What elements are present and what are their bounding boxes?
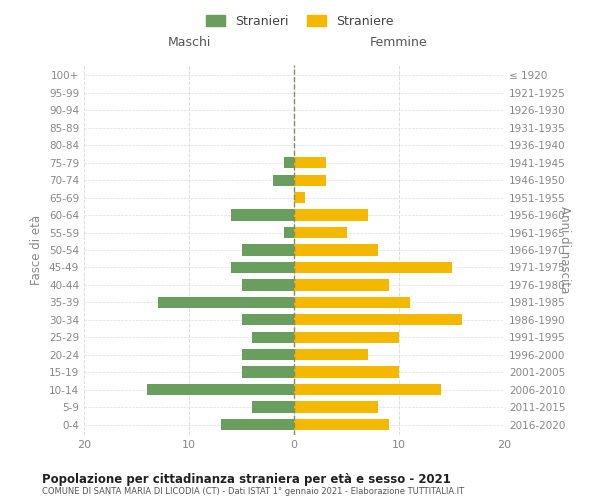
Bar (294, 366, 399, 378)
Bar (241, 314, 294, 326)
Bar (294, 210, 367, 221)
Bar (241, 366, 294, 378)
Bar (252, 402, 294, 412)
Bar (147, 384, 294, 396)
Text: COMUNE DI SANTA MARIA DI LICODIA (CT) - Dati ISTAT 1° gennaio 2021 - Elaborazion: COMUNE DI SANTA MARIA DI LICODIA (CT) - … (42, 486, 464, 496)
Bar (284, 157, 294, 168)
Bar (157, 296, 294, 308)
Bar (284, 227, 294, 238)
Bar (294, 384, 441, 396)
Bar (294, 227, 347, 238)
Bar (294, 349, 367, 360)
Y-axis label: Anni di nascita: Anni di nascita (558, 206, 571, 294)
Legend: Stranieri, Straniere: Stranieri, Straniere (203, 11, 397, 32)
Bar (294, 296, 409, 308)
Bar (231, 262, 294, 273)
Bar (294, 192, 305, 203)
Bar (273, 174, 294, 186)
Bar (294, 244, 378, 256)
Bar (241, 349, 294, 360)
Bar (241, 244, 294, 256)
Bar (294, 314, 462, 326)
Bar (294, 174, 325, 186)
Bar (294, 279, 389, 290)
Bar (294, 332, 399, 343)
Text: Popolazione per cittadinanza straniera per età e sesso - 2021: Popolazione per cittadinanza straniera p… (42, 472, 451, 486)
Y-axis label: Fasce di età: Fasce di età (31, 215, 43, 285)
Bar (294, 262, 452, 273)
Text: Maschi: Maschi (167, 36, 211, 50)
Bar (241, 279, 294, 290)
Bar (294, 419, 389, 430)
Bar (252, 332, 294, 343)
Text: Femmine: Femmine (370, 36, 428, 50)
Bar (294, 157, 325, 168)
Bar (231, 210, 294, 221)
Bar (221, 419, 294, 430)
Bar (294, 402, 378, 412)
